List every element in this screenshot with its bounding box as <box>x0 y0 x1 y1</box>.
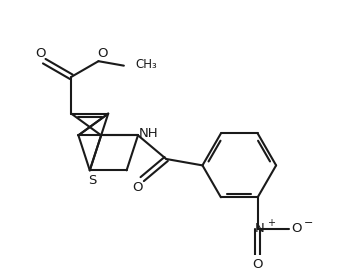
Text: O: O <box>132 181 143 194</box>
Text: O: O <box>291 222 302 235</box>
Text: O: O <box>252 258 263 268</box>
Text: +: + <box>267 218 275 228</box>
Text: NH: NH <box>139 127 158 140</box>
Text: O: O <box>35 47 46 59</box>
Text: CH₃: CH₃ <box>136 58 157 72</box>
Text: −: − <box>303 218 313 228</box>
Text: O: O <box>97 47 107 59</box>
Text: N: N <box>254 222 264 236</box>
Text: S: S <box>89 174 97 187</box>
